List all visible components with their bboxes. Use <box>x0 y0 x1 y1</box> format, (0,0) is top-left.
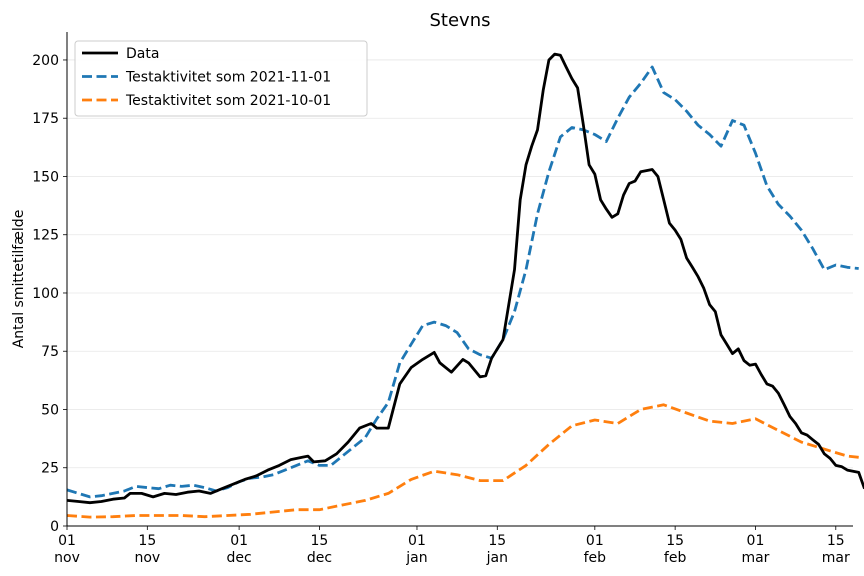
y-tick-label: 150 <box>32 169 59 185</box>
x-tick-month-label: jan <box>405 550 427 566</box>
legend: Data Testaktivitet som 2021-11-01 Testakti… <box>74 40 368 117</box>
x-tick-month-label: dec <box>307 550 332 566</box>
series-line-2 <box>66 403 859 519</box>
x-tick-month-label: feb <box>664 550 687 566</box>
series-line-1 <box>66 65 859 499</box>
x-tick-day-label: 01 <box>230 533 248 549</box>
y-tick-label: 25 <box>41 461 59 477</box>
chart-title: Stevns <box>430 10 491 31</box>
y-tick-label: 0 <box>50 519 59 535</box>
series-lines <box>66 52 864 519</box>
y-tick-label: 125 <box>32 228 59 244</box>
y-axis-title: Antal smittetilfælde <box>11 210 27 349</box>
y-tick-label: 175 <box>32 111 59 127</box>
x-tick-day-label: 01 <box>586 533 604 549</box>
x-tick-day-label: 01 <box>408 533 426 549</box>
x-tick-month-label: mar <box>822 550 850 566</box>
x-tick-day-label: 15 <box>311 533 329 549</box>
series-line-0 <box>66 52 864 505</box>
x-tick-month-label: feb <box>584 550 607 566</box>
x-tick-month-label: nov <box>134 550 160 566</box>
legend-box <box>74 40 368 117</box>
y-tick-label: 200 <box>32 53 59 69</box>
y-tick-label: 75 <box>41 344 59 360</box>
y-tick-label: 50 <box>41 402 59 418</box>
x-tick-month-label: nov <box>54 550 80 566</box>
axes <box>63 32 853 530</box>
x-tick-month-label: dec <box>227 550 252 566</box>
legend-label-1: Testaktivitet som 2021-11-01 <box>125 70 331 86</box>
y-tick-label: 100 <box>32 286 59 302</box>
legend-label-2: Testaktivitet som 2021-10-01 <box>125 93 331 109</box>
x-tick-day-label: 15 <box>827 533 845 549</box>
x-tick-day-label: 15 <box>666 533 684 549</box>
tick-labels: 025507510012515017520001nov15nov01dec15d… <box>32 53 850 566</box>
x-tick-day-label: 15 <box>488 533 506 549</box>
legend-label-0: Data <box>126 46 159 62</box>
x-tick-day-label: 01 <box>747 533 765 549</box>
x-tick-month-label: mar <box>741 550 769 566</box>
x-tick-day-label: 01 <box>58 533 76 549</box>
x-tick-month-label: jan <box>486 550 508 566</box>
x-tick-day-label: 15 <box>138 533 156 549</box>
